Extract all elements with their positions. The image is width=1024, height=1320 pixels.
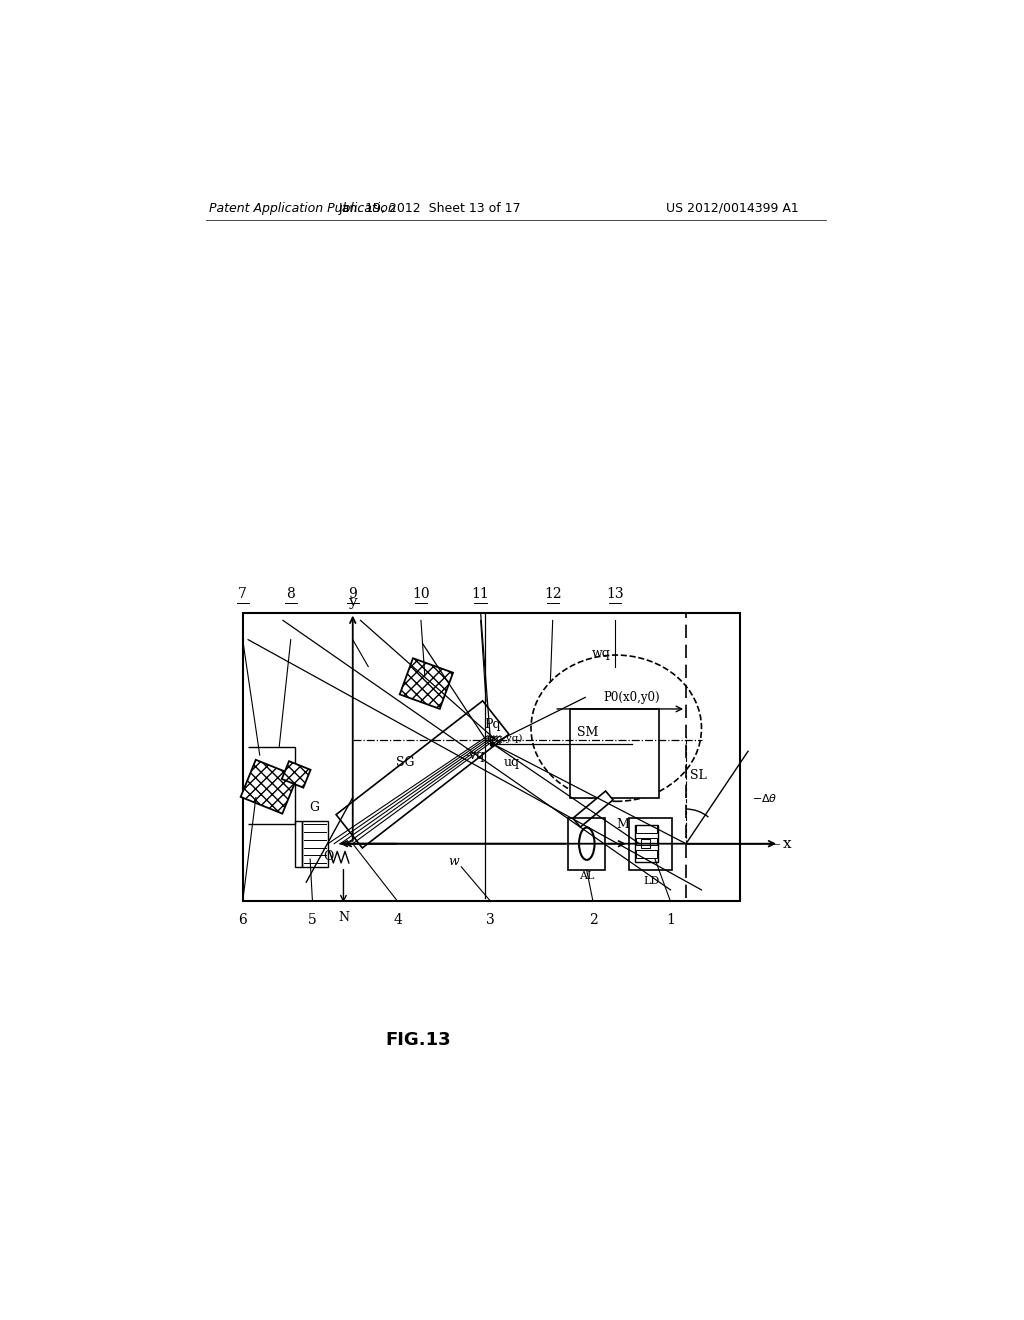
- Text: x: x: [783, 837, 792, 850]
- Bar: [636, 850, 656, 858]
- Bar: [282, 762, 310, 788]
- Text: 7: 7: [239, 587, 247, 601]
- Bar: [636, 838, 656, 845]
- Bar: [573, 791, 613, 828]
- Text: M: M: [616, 818, 629, 832]
- Text: N: N: [338, 911, 349, 924]
- Text: Pq: Pq: [484, 718, 501, 731]
- Bar: [336, 701, 509, 847]
- Bar: [241, 760, 297, 813]
- Text: 6: 6: [239, 913, 247, 927]
- Text: 13: 13: [606, 587, 624, 601]
- Text: SG: SG: [396, 756, 415, 770]
- Text: 12: 12: [544, 587, 561, 601]
- Text: 10: 10: [412, 587, 430, 601]
- Bar: [635, 825, 658, 862]
- Text: uq: uq: [504, 756, 520, 770]
- Text: 1: 1: [666, 913, 675, 927]
- Text: SM: SM: [578, 726, 599, 739]
- Text: -vq: -vq: [465, 748, 484, 762]
- Text: 8: 8: [287, 587, 295, 601]
- Text: SL: SL: [690, 770, 707, 783]
- Text: $-\Delta\theta$: $-\Delta\theta$: [752, 792, 777, 804]
- Text: O: O: [323, 850, 333, 863]
- Text: Patent Application Publication: Patent Application Publication: [209, 202, 396, 215]
- Text: Jan. 19, 2012  Sheet 13 of 17: Jan. 19, 2012 Sheet 13 of 17: [339, 202, 521, 215]
- Text: AL: AL: [580, 871, 595, 880]
- Text: wq: wq: [591, 647, 610, 660]
- Text: FIG.13: FIG.13: [386, 1031, 452, 1049]
- Bar: [641, 840, 650, 849]
- Bar: [629, 817, 672, 870]
- Bar: [568, 817, 605, 870]
- Text: 3: 3: [486, 913, 495, 927]
- Ellipse shape: [579, 828, 595, 859]
- Text: G: G: [309, 801, 319, 814]
- Text: (xq,yq): (xq,yq): [486, 734, 522, 743]
- Text: y: y: [348, 595, 357, 609]
- Bar: [569, 709, 658, 797]
- Text: 11: 11: [472, 587, 489, 601]
- Bar: [636, 825, 656, 833]
- Bar: [243, 612, 740, 902]
- Bar: [399, 659, 453, 709]
- Text: 4: 4: [393, 913, 402, 927]
- Text: P0(x0,y0): P0(x0,y0): [603, 690, 660, 704]
- Text: 9: 9: [348, 587, 357, 601]
- Text: US 2012/0014399 A1: US 2012/0014399 A1: [667, 202, 799, 215]
- Text: 5: 5: [308, 913, 316, 927]
- Text: w: w: [449, 855, 459, 869]
- Text: 2: 2: [589, 913, 597, 927]
- Text: LD: LD: [643, 876, 659, 886]
